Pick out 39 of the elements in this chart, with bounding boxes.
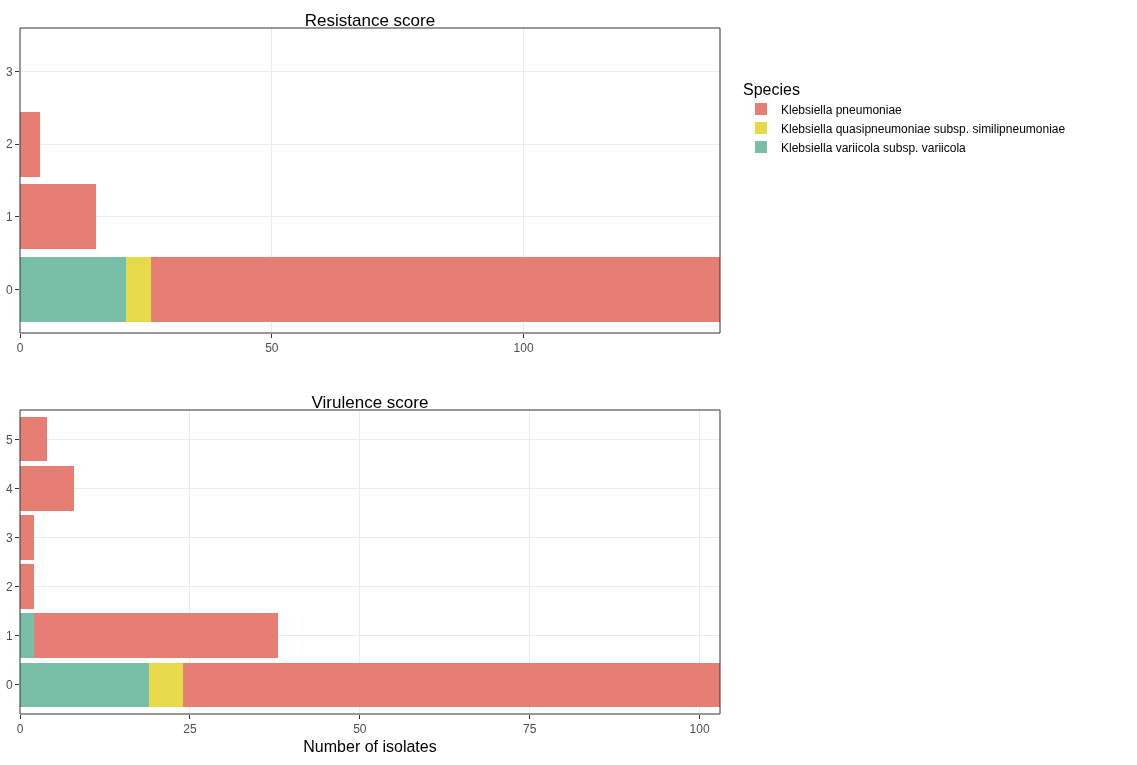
y-tick-label: 5 — [5, 432, 13, 447]
chart-title: Virulence score — [311, 393, 429, 412]
bar — [183, 662, 720, 707]
bar — [20, 184, 96, 250]
x-axis-title: Number of isolates — [303, 738, 437, 756]
bar — [150, 256, 720, 323]
x-tick-label: 100 — [689, 722, 710, 737]
y-tick-label: 0 — [5, 282, 13, 297]
bar — [33, 613, 279, 658]
x-tick-label: 0 — [16, 341, 24, 356]
y-tick-label: 3 — [5, 64, 13, 79]
bar — [20, 111, 41, 177]
x-tick-label: 25 — [183, 722, 197, 737]
bar — [125, 256, 151, 323]
bar — [20, 613, 34, 658]
legend-label: Klebsiella pneumoniae — [781, 102, 903, 117]
bar — [20, 515, 34, 560]
y-tick-label: 1 — [5, 628, 13, 643]
y-tick-label: 2 — [5, 137, 13, 152]
bar — [20, 466, 75, 511]
bar — [20, 662, 150, 707]
x-tick-label: 100 — [513, 341, 534, 356]
y-tick-label: 2 — [5, 579, 13, 594]
bar — [20, 256, 126, 323]
y-tick-label: 0 — [5, 677, 13, 692]
x-tick-label: 50 — [353, 722, 367, 737]
y-tick-label: 1 — [5, 210, 13, 225]
legend-label: Klebsiella variicola subsp. variicola — [781, 140, 967, 155]
x-tick-label: 75 — [523, 722, 537, 737]
chart-title: Resistance score — [304, 11, 436, 30]
x-tick-label: 50 — [265, 341, 279, 356]
legend-label: Klebsiella quasipneumoniae subsp. similipneumoniae — [781, 121, 1066, 136]
y-tick-label: 3 — [5, 530, 13, 545]
legend-title: Species — [743, 80, 800, 98]
x-tick-label: 0 — [16, 722, 24, 737]
y-tick-label: 4 — [5, 481, 13, 496]
bar — [20, 564, 34, 609]
bar — [20, 417, 48, 462]
bar — [149, 662, 184, 707]
